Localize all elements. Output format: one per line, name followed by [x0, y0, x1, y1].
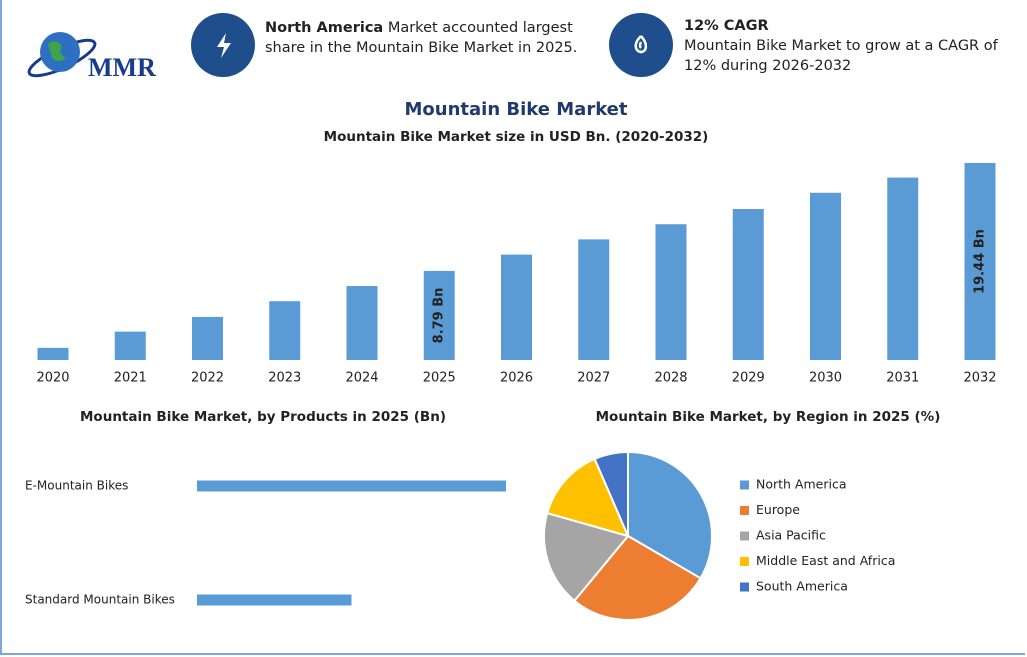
category-label: E-Mountain Bikes: [25, 479, 128, 493]
bar: [37, 347, 69, 360]
legend-swatch: [740, 582, 749, 592]
x-tick-label: 2022: [191, 371, 224, 386]
bar: [269, 301, 301, 360]
chart-title: Mountain Bike Market: [405, 99, 628, 120]
chart-title: Mountain Bike Market, by Region in 2025 …: [596, 409, 941, 425]
pie-slice: [593, 450, 629, 537]
bar: [114, 331, 146, 360]
bar: [887, 177, 919, 360]
highlight-text: Market accounted largest share in the Mo…: [265, 20, 578, 56]
bar: [732, 209, 764, 360]
highlight-title: North America: [265, 20, 384, 36]
legend-swatch: [740, 557, 749, 566]
bar: [578, 239, 610, 360]
x-tick-label: 2023: [268, 371, 301, 386]
legend-label: North America: [756, 477, 847, 492]
chart-title: Mountain Bike Market, by Products in 202…: [80, 409, 446, 425]
highlight-title: 12% CAGR: [684, 18, 769, 34]
x-tick-label: 2024: [345, 371, 378, 386]
bar: [810, 192, 841, 360]
x-tick-label: 2029: [732, 371, 765, 386]
chart-subtitle: Mountain Bike Market size in USD Bn. (20…: [324, 129, 709, 145]
bar: [192, 316, 223, 360]
highlight: North America Market accounted largest s…: [265, 18, 585, 58]
bar: [346, 286, 378, 360]
pie-slice: [573, 534, 702, 621]
x-tick-label: 2025: [423, 371, 456, 386]
highlight: 12% CAGR Mountain Bike Market to grow at …: [684, 16, 1004, 76]
bar: [197, 480, 506, 492]
highlight-text: Mountain Bike Market to grow at a CAGR o…: [684, 38, 998, 74]
x-tick-label: 2021: [114, 371, 147, 386]
legend-swatch: [740, 506, 749, 515]
x-tick-label: 2028: [654, 371, 687, 386]
logo-text: MMR: [88, 53, 156, 82]
x-tick-label: 2032: [963, 371, 996, 386]
legend-label: Middle East and Africa: [756, 553, 895, 568]
legend-label: Europe: [756, 502, 800, 517]
legend-label: South America: [756, 579, 848, 594]
value-label: 19.44 Bn: [973, 229, 988, 294]
pie-slice: [627, 450, 713, 580]
legend-swatch: [740, 531, 749, 541]
x-tick-label: 2020: [36, 371, 69, 386]
x-tick-label: 2031: [886, 371, 919, 386]
legend-swatch: [740, 480, 749, 490]
legend-label: Asia Pacific: [756, 528, 826, 543]
value-label: 8.79 Bn: [432, 288, 447, 344]
x-tick-label: 2030: [809, 371, 842, 386]
bar: [964, 163, 996, 360]
x-tick-label: 2026: [500, 371, 533, 386]
bar: [655, 224, 687, 360]
bar: [423, 270, 455, 360]
logo: MMR: [27, 32, 156, 82]
category-label: Standard Mountain Bikes: [25, 593, 175, 607]
bar: [501, 254, 532, 360]
pie-slice: [543, 511, 630, 603]
x-tick-label: 2027: [577, 371, 610, 386]
pie-slice: [545, 457, 630, 538]
bar: [197, 594, 352, 606]
